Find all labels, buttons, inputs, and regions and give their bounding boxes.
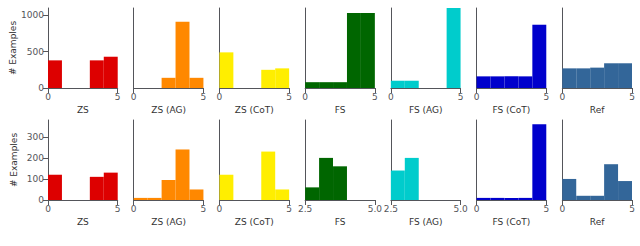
svg-text:5: 5 (286, 92, 292, 102)
svg-text:Ref: Ref (590, 217, 605, 227)
svg-text:5.0: 5.0 (368, 204, 383, 214)
svg-text:0: 0 (217, 204, 223, 214)
svg-text:0: 0 (302, 92, 308, 102)
svg-text:ZS (CoT): ZS (CoT) (235, 217, 274, 227)
svg-text:0: 0 (131, 92, 137, 102)
svg-text:0: 0 (45, 204, 51, 214)
svg-text:0: 0 (45, 92, 51, 102)
svg-text:ZS: ZS (77, 217, 89, 227)
svg-text:300: 300 (27, 132, 44, 142)
svg-text:5: 5 (629, 92, 635, 102)
svg-text:2.5: 2.5 (298, 204, 312, 214)
svg-text:ZS (CoT): ZS (CoT) (235, 105, 274, 115)
svg-text:FS: FS (335, 105, 346, 115)
svg-text:5: 5 (115, 204, 121, 214)
svg-text:FS (AG): FS (AG) (409, 105, 443, 115)
svg-text:5: 5 (286, 204, 292, 214)
svg-text:0: 0 (38, 195, 44, 205)
svg-text:Ref: Ref (590, 105, 605, 115)
svg-text:0: 0 (474, 204, 480, 214)
svg-text:0: 0 (388, 92, 394, 102)
svg-text:FS: FS (335, 217, 346, 227)
svg-text:ZS: ZS (77, 105, 89, 115)
svg-text:# Examples: # Examples (9, 133, 19, 187)
svg-text:5: 5 (543, 92, 549, 102)
svg-text:200: 200 (27, 153, 44, 163)
svg-text:5: 5 (201, 92, 207, 102)
svg-text:100: 100 (27, 174, 44, 184)
svg-text:0: 0 (559, 204, 565, 214)
svg-text:FS (CoT): FS (CoT) (492, 105, 530, 115)
svg-text:FS (AG): FS (AG) (409, 217, 443, 227)
svg-text:0: 0 (38, 83, 44, 93)
svg-text:5: 5 (201, 204, 207, 214)
svg-text:5: 5 (115, 92, 121, 102)
svg-text:5: 5 (372, 92, 378, 102)
svg-text:5: 5 (543, 204, 549, 214)
svg-text:1000: 1000 (21, 10, 44, 20)
svg-text:ZS (AG): ZS (AG) (151, 217, 186, 227)
svg-text:5.0: 5.0 (453, 204, 468, 214)
svg-text:5: 5 (458, 92, 464, 102)
svg-text:0: 0 (131, 204, 137, 214)
svg-text:0: 0 (559, 92, 565, 102)
svg-text:500: 500 (27, 47, 44, 57)
svg-text:FS (CoT): FS (CoT) (492, 217, 530, 227)
svg-text:5: 5 (629, 204, 635, 214)
svg-text:ZS (AG): ZS (AG) (151, 105, 186, 115)
svg-text:0: 0 (217, 92, 223, 102)
svg-text:2.5: 2.5 (384, 204, 398, 214)
svg-text:# Examples: # Examples (8, 21, 18, 75)
svg-text:0: 0 (474, 92, 480, 102)
